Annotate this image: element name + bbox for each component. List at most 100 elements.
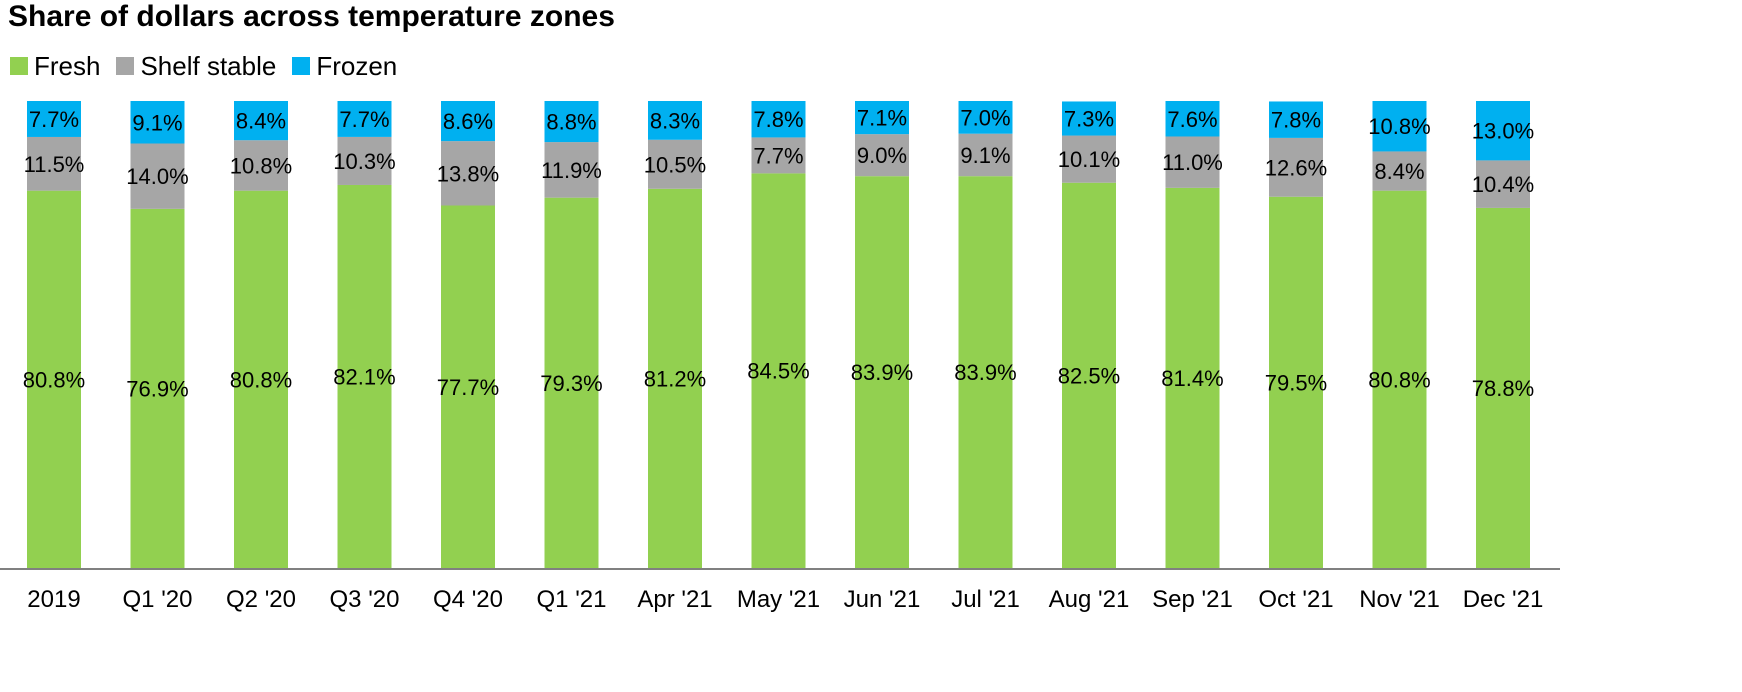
bar-frozen-jun-21 (855, 101, 909, 135)
x-tick-label-may-21: May '21 (737, 586, 820, 613)
data-label-frozen-oct-21: 7.8% (1271, 108, 1321, 133)
x-tick-label-oct-21: Oct '21 (1258, 586, 1333, 613)
bar-shelf-stable-may-21 (751, 137, 806, 174)
data-label-frozen-jul-21: 7.0% (960, 105, 1010, 130)
x-tick-labels-layer: 2019 Q1 '20 Q2 '20 Q3 '20 Q4 '20 Q1 '21 Apr '2… (27, 586, 1543, 613)
data-label-shelf-stable-may-21: 7.7% (753, 143, 803, 168)
data-label-frozen-2019: 7.7% (29, 107, 79, 132)
data-label-frozen-sep-21: 7.6% (1167, 107, 1217, 132)
bar-fresh-jul-21 (958, 176, 1013, 568)
x-tick-label-sep-21: Sep '21 (1152, 586, 1233, 613)
bar-shelf-stable-q1-20 (130, 143, 185, 209)
legend-item-frozen: Frozen (292, 51, 397, 82)
bar-fresh-q2-20 (234, 190, 288, 568)
bar-fresh-jun-21 (855, 176, 909, 568)
bar-frozen-may-21 (751, 101, 806, 138)
bar-fresh-q4-20 (441, 205, 495, 568)
data-label-fresh-apr-21: 81.2% (644, 366, 706, 391)
data-label-shelf-stable-jul-21: 9.1% (960, 143, 1010, 168)
chart-title: Share of dollars across temperature zone… (8, 0, 615, 33)
bar-frozen-aug-21 (1062, 101, 1116, 136)
data-label-fresh-nov-21: 80.8% (1368, 367, 1430, 392)
bar-shelf-stable-oct-21 (1269, 137, 1323, 197)
legend-label-fresh: Fresh (34, 50, 101, 81)
data-label-shelf-stable-q1-20: 14.0% (126, 164, 188, 189)
bar-frozen-sep-21 (1165, 101, 1220, 137)
bar-fresh-dec-21 (1476, 207, 1530, 568)
bar-fresh-may-21 (751, 173, 806, 568)
bar-fresh-2019 (27, 190, 81, 568)
bar-shelf-stable-dec-21 (1476, 160, 1530, 208)
x-tick-label-dec-21: Dec '21 (1463, 586, 1544, 613)
bar-shelf-stable-q2-20 (234, 140, 288, 191)
legend-swatch-shelf-stable (116, 57, 135, 75)
x-tick-label-q4-20: Q4 '20 (433, 586, 503, 613)
x-tick-label-q2-20: Q2 '20 (226, 586, 296, 613)
bar-shelf-stable-jul-21 (958, 133, 1013, 177)
bar-shelf-stable-nov-21 (1372, 151, 1427, 191)
bars-layer (27, 101, 1530, 569)
data-label-shelf-stable-2019: 11.5% (24, 152, 85, 177)
legend: Fresh Shelf stable Frozen (10, 48, 413, 84)
data-label-frozen-nov-21: 10.8% (1368, 114, 1430, 139)
bar-frozen-oct-21 (1269, 101, 1323, 138)
x-tick-label-jun-21: Jun '21 (844, 586, 921, 613)
bar-fresh-q3-20 (337, 184, 392, 569)
x-tick-label-q3-20: Q3 '20 (330, 586, 400, 613)
data-label-fresh-aug-21: 82.5% (1058, 363, 1120, 388)
bar-fresh-aug-21 (1062, 182, 1116, 569)
data-label-shelf-stable-q4-20: 13.8% (437, 161, 499, 186)
data-label-fresh-q2-20: 80.8% (230, 367, 292, 392)
data-label-frozen-q1-20: 9.1% (132, 110, 182, 135)
bar-shelf-stable-aug-21 (1062, 135, 1116, 183)
bar-frozen-apr-21 (648, 101, 702, 140)
x-tick-label-2019: 2019 (27, 586, 80, 613)
x-tick-label-aug-21: Aug '21 (1049, 586, 1130, 613)
bar-shelf-stable-jun-21 (855, 134, 909, 177)
bar-frozen-q2-20 (234, 101, 288, 141)
bar-frozen-nov-21 (1372, 101, 1427, 152)
data-label-fresh-q3-20: 82.1% (333, 364, 395, 389)
data-label-fresh-q1-21: 79.3% (540, 371, 602, 396)
x-tick-label-q1-21: Q1 '21 (537, 586, 607, 613)
data-label-shelf-stable-q2-20: 10.8% (230, 153, 292, 178)
data-label-frozen-q2-20: 8.4% (236, 109, 286, 134)
data-label-shelf-stable-q3-20: 10.3% (333, 149, 395, 174)
data-label-shelf-stable-jun-21: 9.0% (857, 143, 907, 168)
bar-fresh-nov-21 (1372, 190, 1427, 568)
data-label-shelf-stable-sep-21: 11.0% (1162, 150, 1223, 175)
x-tick-label-q1-20: Q1 '20 (123, 586, 193, 613)
bar-fresh-oct-21 (1269, 196, 1323, 569)
data-label-frozen-q3-20: 7.7% (339, 107, 389, 132)
legend-label-shelf-stable: Shelf stable (140, 50, 277, 81)
x-tick-label-apr-21: Apr '21 (637, 586, 712, 613)
bar-shelf-stable-q3-20 (337, 136, 392, 185)
bar-fresh-apr-21 (648, 188, 702, 569)
data-label-frozen-may-21: 7.8% (753, 107, 803, 132)
bar-shelf-stable-sep-21 (1165, 136, 1220, 188)
data-label-fresh-sep-21: 81.4% (1161, 366, 1223, 391)
data-label-frozen-apr-21: 8.3% (650, 108, 700, 133)
data-label-fresh-q4-20: 77.7% (437, 375, 499, 400)
data-label-shelf-stable-apr-21: 10.5% (644, 152, 706, 177)
data-label-frozen-aug-21: 7.3% (1064, 107, 1114, 132)
data-label-fresh-may-21: 84.5% (747, 359, 809, 384)
data-label-frozen-q1-21: 8.8% (546, 110, 596, 135)
data-label-frozen-dec-21: 13.0% (1472, 119, 1534, 144)
bar-shelf-stable-q1-21 (544, 142, 599, 198)
data-label-fresh-oct-21: 79.5% (1265, 370, 1327, 395)
bar-frozen-dec-21 (1476, 101, 1530, 161)
bar-frozen-jul-21 (958, 101, 1013, 134)
data-label-fresh-jun-21: 83.9% (851, 360, 913, 385)
bar-shelf-stable-q4-20 (441, 141, 495, 206)
bar-fresh-q1-21 (544, 197, 599, 569)
bar-frozen-q1-20 (130, 101, 185, 144)
legend-item-fresh: Fresh (10, 51, 100, 82)
bar-fresh-q1-20 (130, 208, 185, 568)
bar-frozen-q3-20 (337, 101, 392, 137)
legend-label-frozen: Frozen (316, 50, 398, 81)
data-label-shelf-stable-dec-21: 10.4% (1472, 172, 1534, 197)
legend-swatch-frozen (292, 57, 311, 75)
bar-fresh-sep-21 (1165, 187, 1220, 569)
